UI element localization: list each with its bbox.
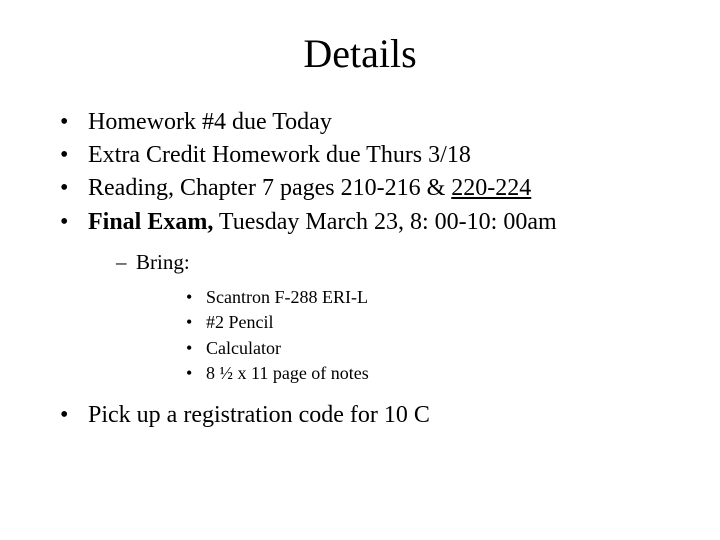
bring-calculator: Calculator	[206, 338, 281, 358]
list-item: Reading, Chapter 7 pages 210-216 & 220-2…	[60, 173, 680, 204]
list-item: Calculator	[186, 336, 680, 361]
slide-title: Details	[40, 30, 680, 77]
bullet-list-level2: Bring: Scantron F-288 ERI-L #2 Pencil Ca…	[88, 248, 680, 386]
bring-pencil: #2 Pencil	[206, 312, 274, 332]
bring-notes: 8 ½ x 11 page of notes	[206, 363, 369, 383]
list-item: Pick up a registration code for 10 C	[60, 400, 680, 431]
list-item: Final Exam, Tuesday March 23, 8: 00-10: …	[60, 207, 680, 386]
list-item: Homework #4 due Today	[60, 107, 680, 138]
item-final-rest: Tuesday March 23, 8: 00-10: 00am	[213, 209, 556, 235]
slide: Details Homework #4 due Today Extra Cred…	[0, 0, 720, 540]
bullet-list-level1: Homework #4 due Today Extra Credit Homew…	[40, 107, 680, 431]
item-reading-underlined: 220-224	[451, 175, 531, 201]
list-item: #2 Pencil	[186, 310, 680, 335]
list-item: Bring: Scantron F-288 ERI-L #2 Pencil Ca…	[116, 248, 680, 386]
list-item: 8 ½ x 11 page of notes	[186, 361, 680, 386]
list-item: Scantron F-288 ERI-L	[186, 285, 680, 310]
item-final-bold: Final Exam,	[88, 209, 213, 235]
item-extra-credit: Extra Credit Homework due Thurs 3/18	[88, 142, 471, 168]
bring-scantron: Scantron F-288 ERI-L	[206, 287, 368, 307]
list-item: Extra Credit Homework due Thurs 3/18	[60, 140, 680, 171]
item-hw4: Homework #4 due Today	[88, 109, 332, 135]
item-registration: Pick up a registration code for 10 C	[88, 402, 430, 428]
bring-label: Bring:	[136, 250, 190, 274]
item-reading-prefix: Reading, Chapter 7 pages 210-216 &	[88, 175, 451, 201]
bullet-list-level3: Scantron F-288 ERI-L #2 Pencil Calculato…	[136, 285, 680, 386]
